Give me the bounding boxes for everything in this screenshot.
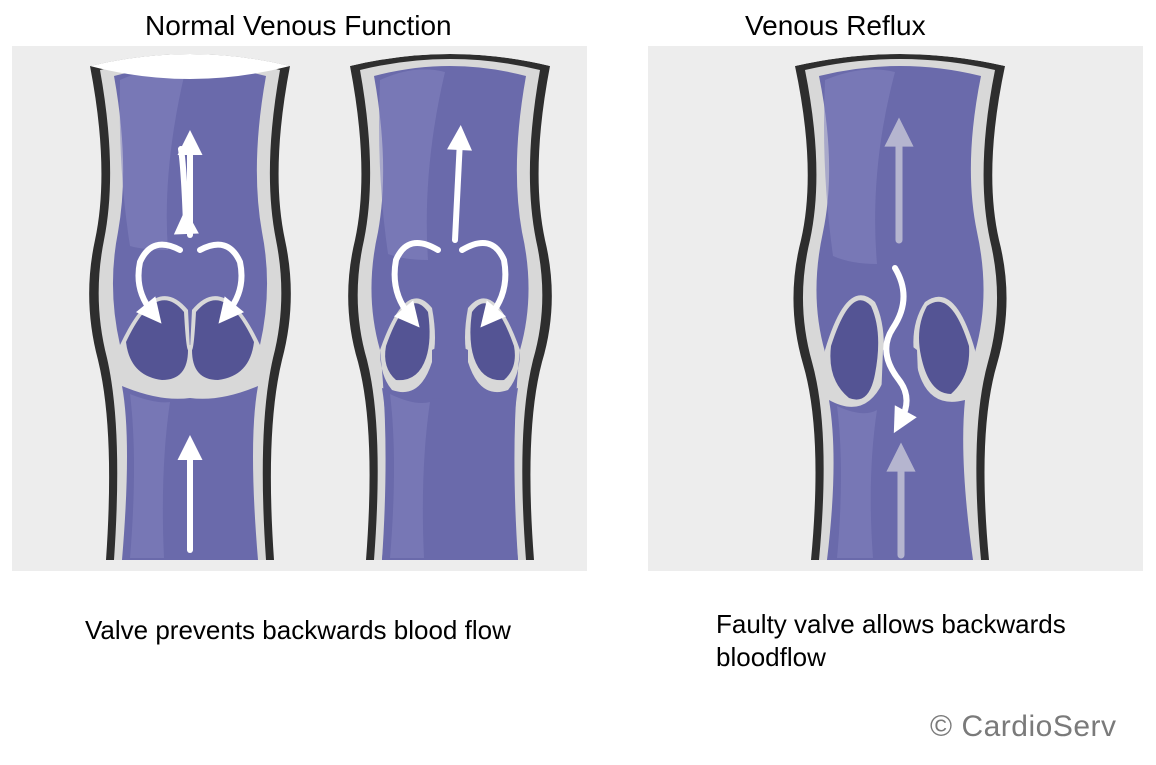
vein-reflux [793,50,1006,560]
diagram-container: Normal Venous Function Venous Reflux Val… [0,0,1156,765]
vein-normal-open [348,50,552,560]
diagram-svg [0,0,1156,765]
vein-normal-closed [89,50,291,560]
